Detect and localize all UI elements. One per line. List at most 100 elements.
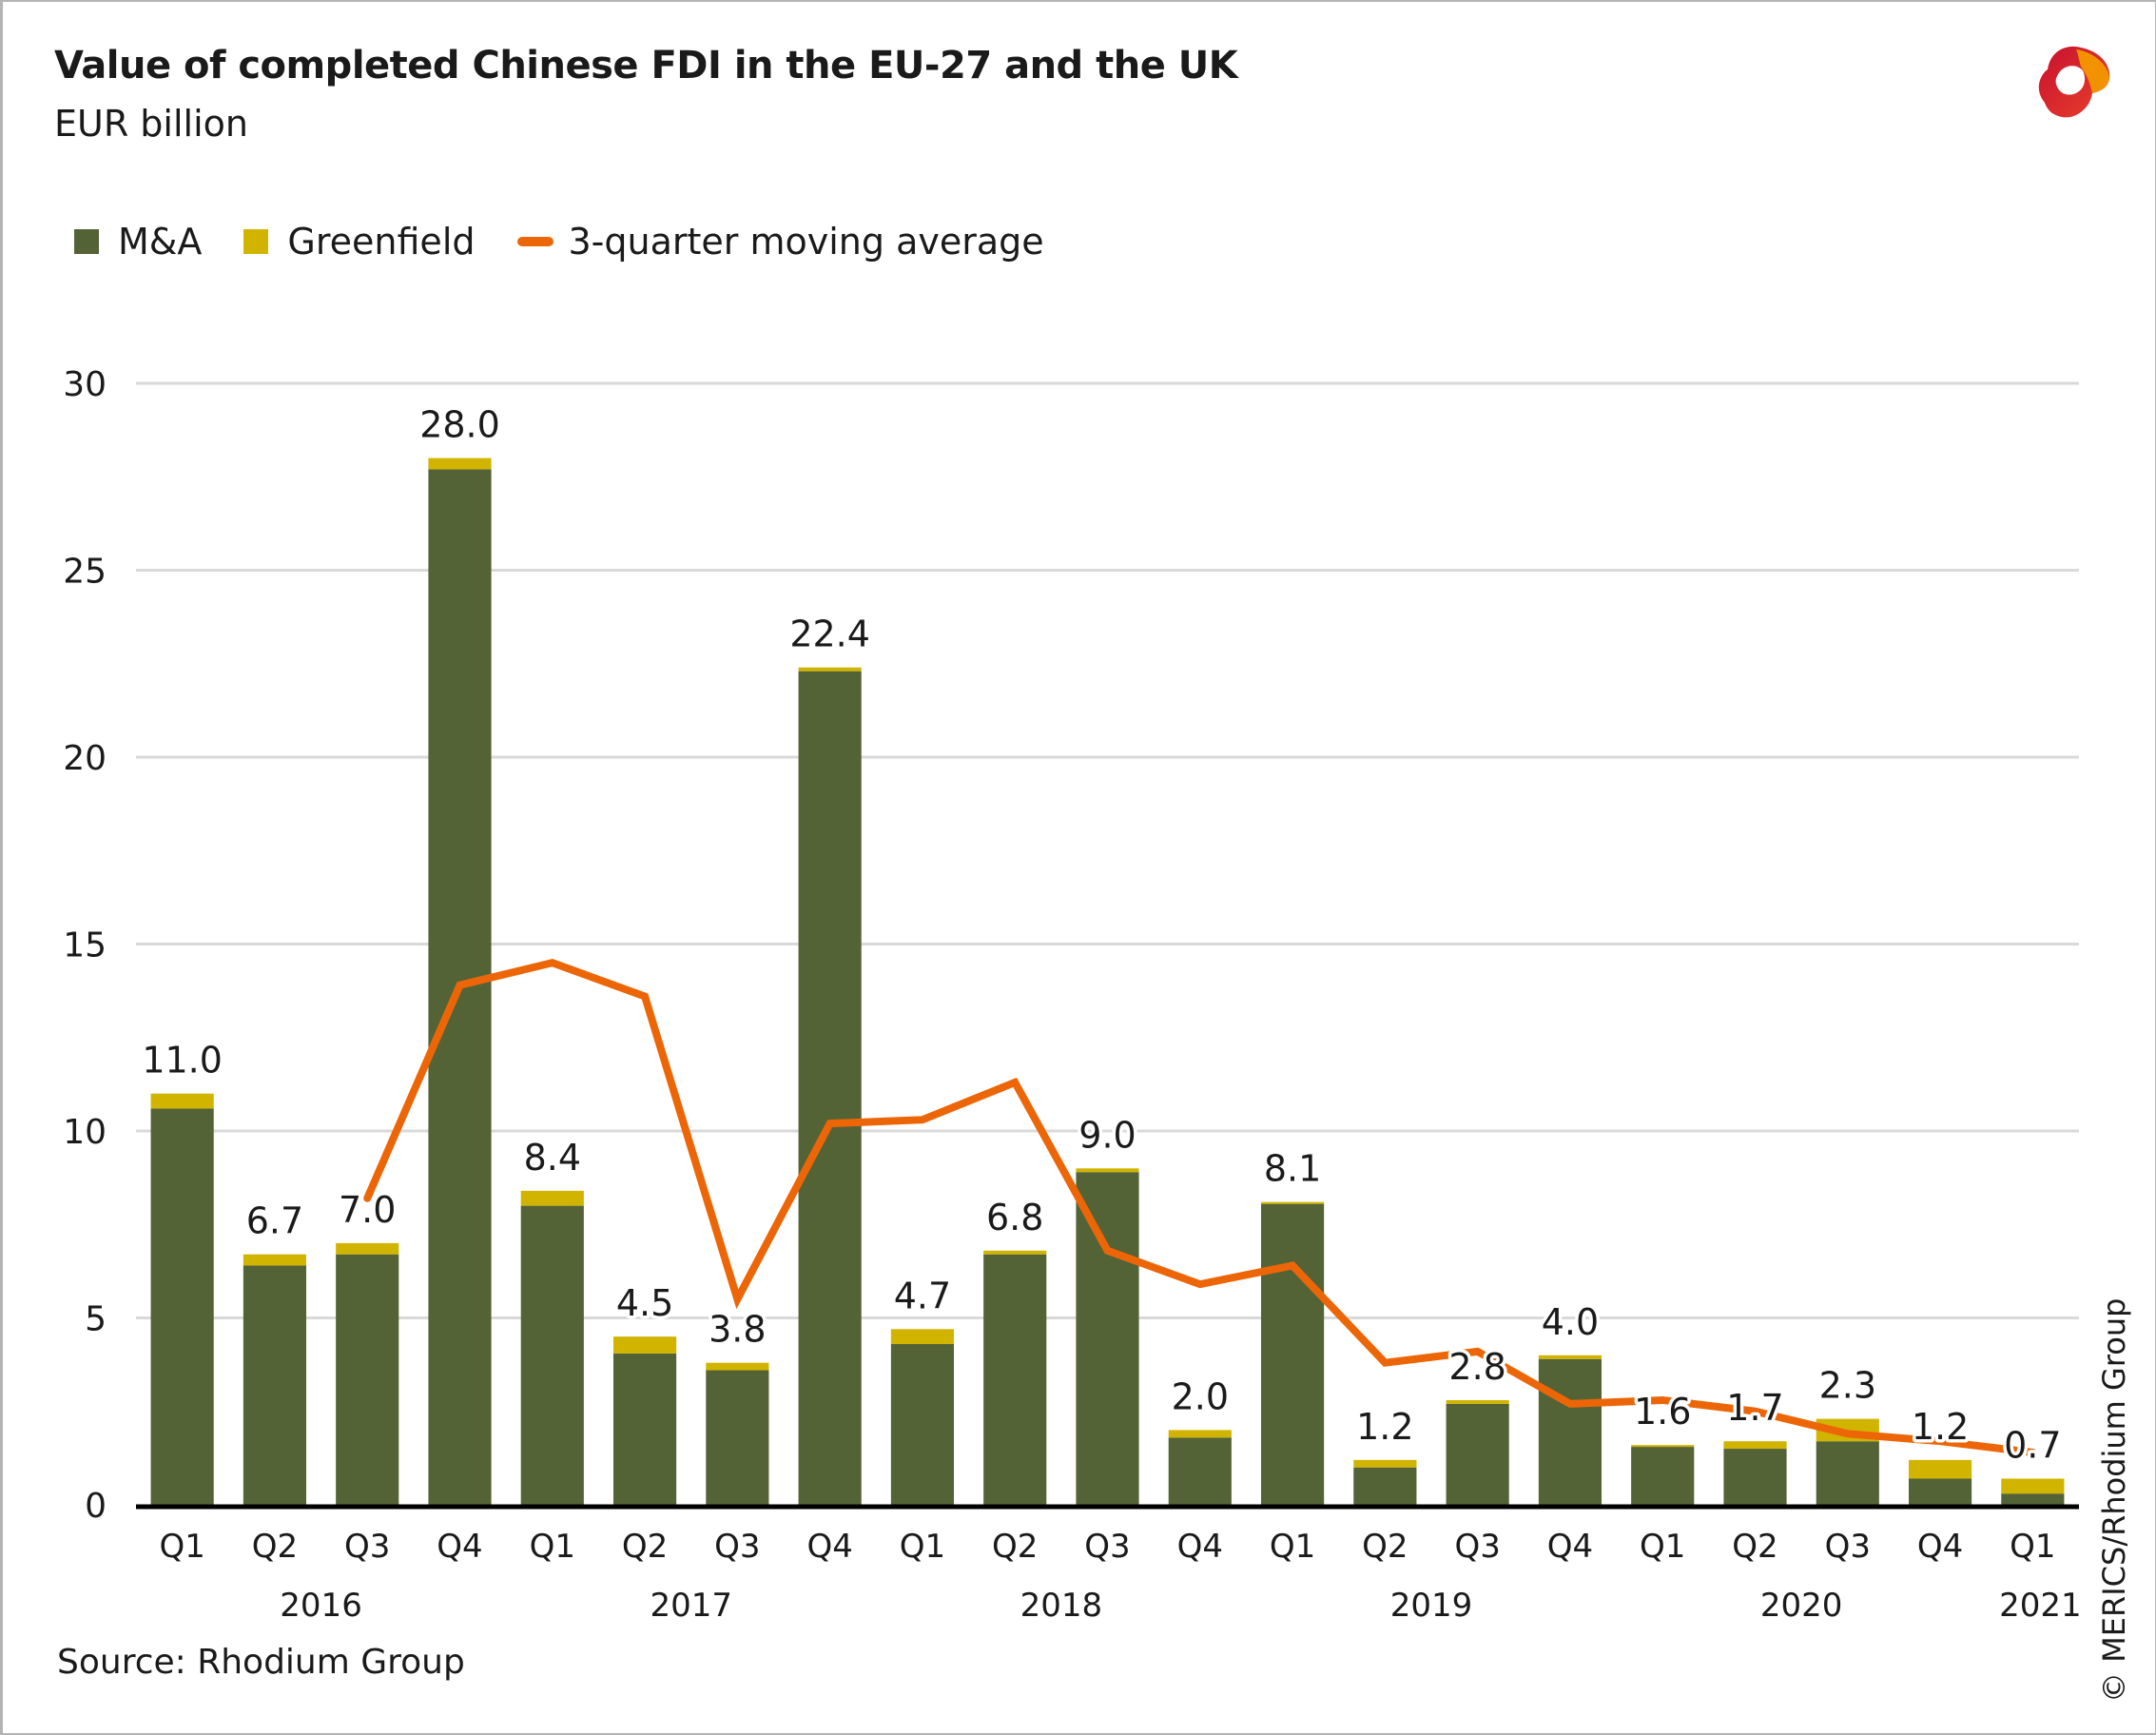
- x-tick-label: Q4: [1917, 1528, 1963, 1566]
- x-tick-label: Q2: [1732, 1528, 1777, 1566]
- bar-ma: [1168, 1437, 1232, 1505]
- data-label: 8.4: [524, 1137, 581, 1179]
- legend-swatch-ma: [74, 229, 99, 254]
- bar-ma: [2001, 1493, 2065, 1505]
- bar-greenfield: [243, 1254, 307, 1266]
- bar-ma: [890, 1344, 955, 1505]
- y-tick-label: 0: [85, 1487, 107, 1526]
- data-label: 2.0: [1172, 1375, 1229, 1417]
- bar-greenfield: [1538, 1355, 1602, 1359]
- x-tick-label: Q3: [714, 1528, 760, 1566]
- bar-greenfield: [1260, 1201, 1325, 1204]
- x-tick-label: Q1: [900, 1528, 945, 1566]
- legend-label-moving-average: 3-quarter moving average: [568, 221, 1044, 263]
- bar-greenfield: [520, 1190, 584, 1206]
- legend-item-greenfield: Greenfield: [243, 221, 476, 263]
- bar-greenfield: [1631, 1445, 1695, 1448]
- data-label: 22.4: [789, 614, 870, 655]
- bar-greenfield: [1076, 1168, 1139, 1173]
- x-tick-label: Q2: [1362, 1528, 1408, 1566]
- bars: [136, 458, 2079, 1510]
- x-tick-label: Q1: [1270, 1528, 1315, 1566]
- moving-average-polyline: [363, 958, 2037, 1456]
- bar-ma: [1538, 1358, 1602, 1505]
- bar-greenfield: [428, 458, 492, 470]
- bar-greenfield: [1353, 1459, 1417, 1468]
- bar-ma: [1260, 1203, 1325, 1505]
- legend-label-greenfield: Greenfield: [287, 221, 476, 263]
- bar-ma: [1908, 1478, 1972, 1505]
- data-label: 2.8: [1448, 1346, 1505, 1388]
- bar-ma: [983, 1254, 1047, 1505]
- legend-label-ma: M&A: [118, 221, 203, 263]
- bar-ma: [520, 1205, 584, 1505]
- data-label: 1.2: [1912, 1406, 1969, 1448]
- year-label: 2019: [1390, 1587, 1473, 1625]
- y-tick-label: 25: [63, 553, 107, 592]
- x-tick-label: Q1: [159, 1528, 204, 1566]
- bar-greenfield: [890, 1329, 955, 1345]
- bar-greenfield: [1908, 1459, 1972, 1479]
- y-tick-label: 10: [63, 1113, 107, 1152]
- bar-ma: [706, 1370, 769, 1505]
- copyright-note: © MERICS/Rhodium Group: [2096, 1297, 2132, 1703]
- legend-swatch-greenfield: [243, 229, 269, 254]
- bar-ma: [1631, 1447, 1695, 1505]
- x-tick-label: Q2: [992, 1528, 1038, 1566]
- x-tick-label: Q1: [530, 1528, 575, 1566]
- legend-item-moving-average: 3-quarter moving average: [516, 221, 1044, 263]
- data-label: 28.0: [419, 404, 500, 446]
- year-label: 2021: [1999, 1587, 2082, 1625]
- year-label: 2017: [650, 1587, 732, 1625]
- chart-legend: M&A Greenfield 3-quarter moving average: [74, 221, 1086, 263]
- source-note: Source: Rhodium Group: [57, 1643, 465, 1682]
- x-tick-label: Q3: [344, 1528, 390, 1566]
- x-tick-label: Q3: [1825, 1528, 1871, 1566]
- bar-greenfield: [1723, 1441, 1787, 1450]
- bar-greenfield: [798, 667, 862, 672]
- merics-logo-icon: [2024, 36, 2119, 131]
- data-label: 1.7: [1726, 1387, 1783, 1429]
- data-label: 8.1: [1264, 1148, 1321, 1190]
- bar-ma: [150, 1108, 214, 1505]
- data-label: 4.0: [1542, 1301, 1599, 1343]
- bar-greenfield: [150, 1093, 214, 1109]
- data-label: 1.2: [1356, 1406, 1413, 1448]
- bar-greenfield: [2001, 1478, 2065, 1494]
- bar-ma: [1353, 1467, 1417, 1505]
- y-tick-label: 5: [85, 1300, 107, 1339]
- data-label: 7.0: [339, 1189, 396, 1231]
- bar-ma: [1446, 1403, 1509, 1505]
- year-labels: 2016 2017 2018 2019 2020 2021: [280, 1587, 2081, 1625]
- x-tick-label: Q4: [437, 1528, 482, 1566]
- data-label: 2.3: [1819, 1365, 1876, 1407]
- data-labels: 11.0 6.7 7.0 28.0 8.4 4.5 3.8 22.4 4.7 6.8 9.0 2.0 8…: [139, 400, 2065, 1470]
- bar-greenfield: [1168, 1430, 1232, 1438]
- moving-average-line: [363, 958, 2037, 1456]
- bar-greenfield: [706, 1362, 769, 1371]
- bar-greenfield: [336, 1242, 399, 1255]
- legend-line-moving-average: [516, 237, 554, 246]
- bar-ma: [243, 1265, 307, 1505]
- bar-greenfield: [612, 1336, 677, 1354]
- data-label: 3.8: [709, 1309, 766, 1351]
- y-tick-label: 30: [63, 365, 107, 404]
- x-tick-label: Q3: [1454, 1528, 1500, 1566]
- year-label: 2016: [280, 1587, 362, 1625]
- x-tick-label: Q1: [1640, 1528, 1685, 1566]
- chart-title: Value of completed Chinese FDI in the EU…: [54, 44, 1238, 88]
- data-label: 11.0: [142, 1040, 223, 1082]
- year-label: 2018: [1020, 1587, 1103, 1625]
- x-tick-label: Q4: [1177, 1528, 1223, 1566]
- x-tick-label: Q1: [2010, 1528, 2055, 1566]
- bar-ma: [1076, 1172, 1139, 1505]
- bar-ma: [1723, 1449, 1787, 1505]
- data-label: 4.7: [894, 1275, 951, 1316]
- data-label: 1.6: [1634, 1391, 1691, 1433]
- y-tick-label: 15: [63, 926, 107, 965]
- y-tick-label: 20: [63, 739, 107, 778]
- x-tick-label: Q4: [806, 1528, 852, 1566]
- bar-ma: [336, 1254, 399, 1505]
- year-label: 2020: [1760, 1587, 1843, 1625]
